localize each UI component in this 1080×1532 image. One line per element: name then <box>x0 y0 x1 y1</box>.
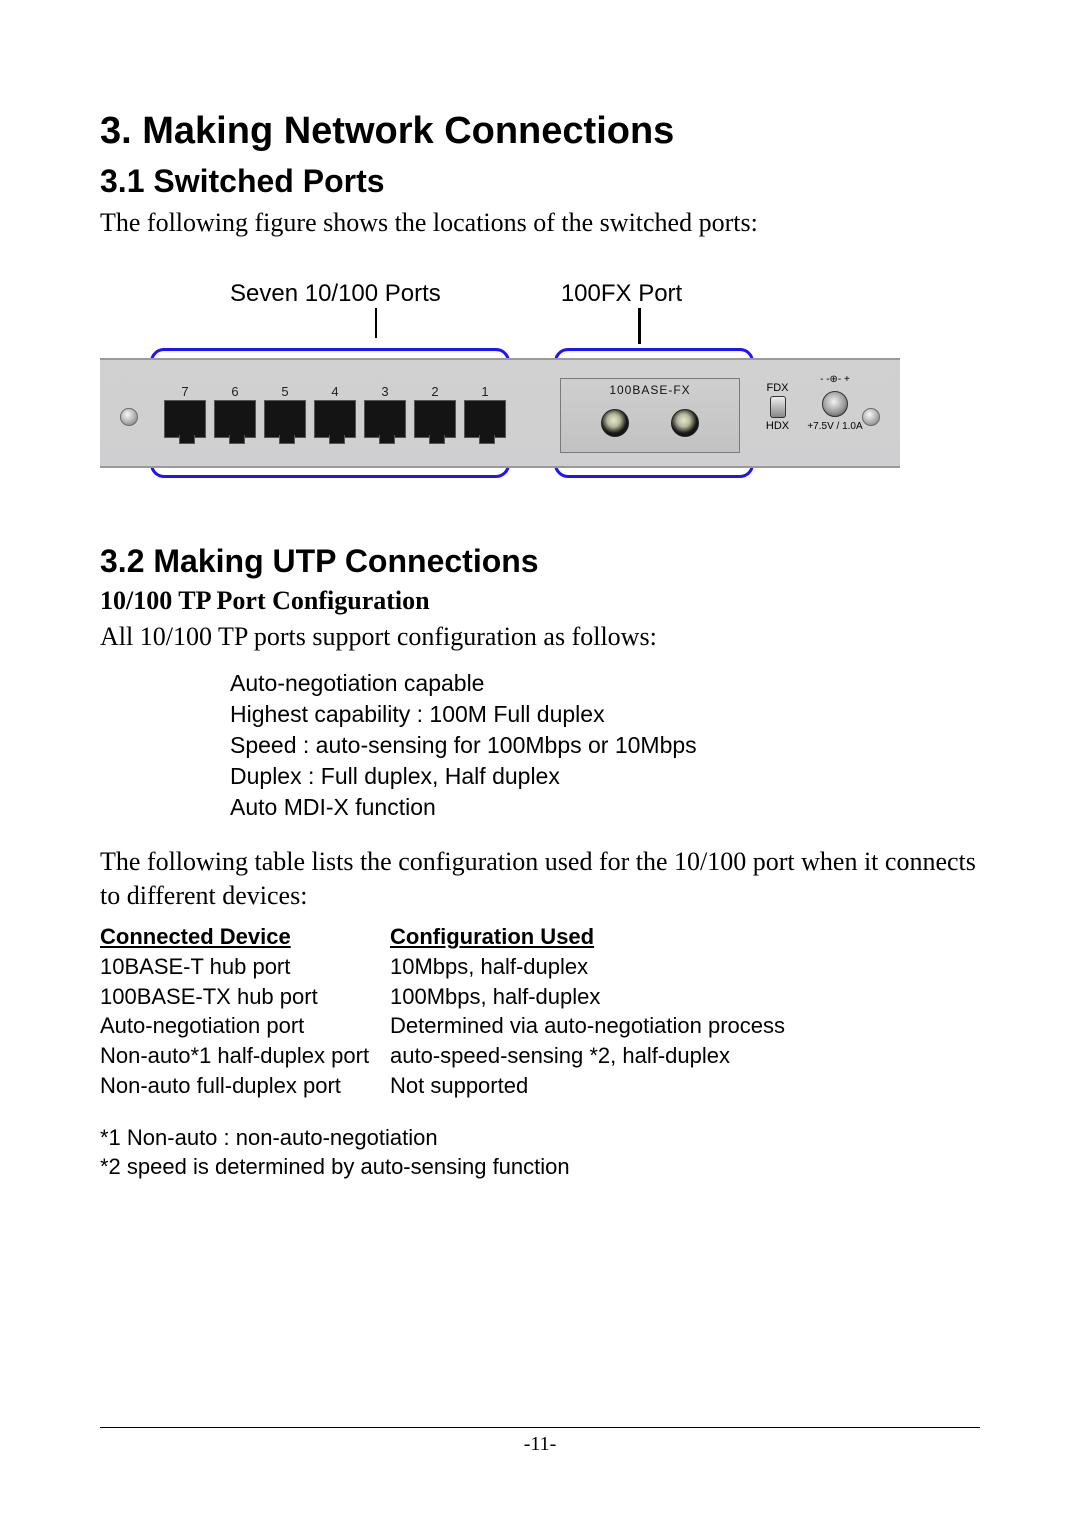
figure-label-right: 100FX Port <box>561 280 682 308</box>
dc-jack-icon <box>822 391 848 417</box>
ethernet-port: 7 <box>162 384 208 444</box>
ethernet-port: 6 <box>212 384 258 444</box>
config-table: Connected Device Configuration Used 10BA… <box>100 922 980 1100</box>
port-number-label: 2 <box>431 384 438 400</box>
table-cell-device: 10BASE-T hub port <box>100 952 390 982</box>
table-cell-device: Non-auto full-duplex port <box>100 1071 390 1101</box>
screw-icon <box>862 408 880 426</box>
footnote-line: *2 speed is determined by auto-sensing f… <box>100 1152 980 1182</box>
table-row: Non-auto*1 half-duplex portauto-speed-se… <box>100 1041 980 1071</box>
table-row: 100BASE-TX hub port100Mbps, half-duplex <box>100 982 980 1012</box>
ethernet-port: 4 <box>312 384 358 444</box>
table-row: Non-auto full-duplex portNot supported <box>100 1071 980 1101</box>
table-header-config: Configuration Used <box>390 922 980 952</box>
rj45-jack-icon <box>464 400 506 438</box>
figure-label-left: Seven 10/100 Ports <box>230 280 441 308</box>
label-fdx: FDX <box>750 382 805 394</box>
paragraph-2: All 10/100 TP ports support configuratio… <box>100 620 980 654</box>
config-list: Auto-negotiation capableHighest capabili… <box>230 668 980 823</box>
config-list-item: Auto MDI-X function <box>230 792 980 823</box>
port-number-label: 1 <box>481 384 488 400</box>
table-cell-device: Non-auto*1 half-duplex port <box>100 1041 390 1071</box>
table-cell-device: 100BASE-TX hub port <box>100 982 390 1012</box>
config-list-item: Speed : auto-sensing for 100Mbps or 10Mb… <box>230 730 980 761</box>
rj45-jack-icon <box>214 400 256 438</box>
table-cell-config: Determined via auto-negotiation process <box>390 1011 980 1041</box>
ethernet-port: 2 <box>412 384 458 444</box>
screw-icon <box>120 408 138 426</box>
table-cell-device: Auto-negotiation port <box>100 1011 390 1041</box>
port-number-label: 7 <box>181 384 188 400</box>
fiber-port-icon <box>671 409 699 437</box>
callout-lines <box>100 308 980 338</box>
heading-1: 3. Making Network Connections <box>100 110 980 153</box>
table-row: 10BASE-T hub port10Mbps, half-duplex <box>100 952 980 982</box>
heading-2-utp: 3.2 Making UTP Connections <box>100 543 980 580</box>
port-number-label: 4 <box>331 384 338 400</box>
footnotes: *1 Non-auto : non-auto-negotiation*2 spe… <box>100 1123 980 1182</box>
device-panel: 7 6 5 4 3 2 1 100BASE-FX FDX HDX - -⊕- + +7.5V… <box>100 358 900 468</box>
paragraph-3: The following table lists the configurat… <box>100 845 980 913</box>
table-cell-config: 100Mbps, half-duplex <box>390 982 980 1012</box>
page-content: 3. Making Network Connections 3.1 Switch… <box>100 110 980 1472</box>
ethernet-port: 5 <box>262 384 308 444</box>
config-list-item: Duplex : Full duplex, Half duplex <box>230 761 980 792</box>
ethernet-port: 3 <box>362 384 408 444</box>
fx-module-label: 100BASE-FX <box>561 383 739 397</box>
heading-3-port-config: 10/100 TP Port Configuration <box>100 586 980 616</box>
fx-module: 100BASE-FX <box>560 378 740 453</box>
figure-switch-ports: Seven 10/100 Ports 100FX Port 7 6 5 4 3 2 1 10… <box>100 280 980 488</box>
fiber-port-icon <box>601 409 629 437</box>
ethernet-port: 1 <box>462 384 508 444</box>
heading-2-switched-ports: 3.1 Switched Ports <box>100 163 980 200</box>
dc-rating-label: +7.5V / 1.0A <box>806 421 864 432</box>
port-number-label: 3 <box>381 384 388 400</box>
config-list-item: Auto-negotiation capable <box>230 668 980 699</box>
footer-rule <box>100 1427 980 1428</box>
port-number-label: 6 <box>231 384 238 400</box>
table-header-row: Connected Device Configuration Used <box>100 922 980 952</box>
table-row: Auto-negotiation portDetermined via auto… <box>100 1011 980 1041</box>
rj45-jack-icon <box>164 400 206 438</box>
table-cell-config: Not supported <box>390 1071 980 1101</box>
dc-polarity-label: - -⊕- + <box>806 374 864 385</box>
rj45-jack-icon <box>364 400 406 438</box>
config-list-item: Highest capability : 100M Full duplex <box>230 699 980 730</box>
footnote-line: *1 Non-auto : non-auto-negotiation <box>100 1123 980 1153</box>
device-layer: 7 6 5 4 3 2 1 100BASE-FX FDX HDX - -⊕- + +7.5V… <box>100 338 980 488</box>
table-cell-config: 10Mbps, half-duplex <box>390 952 980 982</box>
dc-jack-block: - -⊕- + +7.5V / 1.0A <box>806 374 864 432</box>
table-cell-config: auto-speed-sensing *2, half-duplex <box>390 1041 980 1071</box>
label-hdx: HDX <box>750 420 805 432</box>
port-number-label: 5 <box>281 384 288 400</box>
rj45-jack-icon <box>314 400 356 438</box>
rj45-jack-icon <box>414 400 456 438</box>
page-number: -11- <box>100 1433 980 1456</box>
ethernet-ports-group: 7 6 5 4 3 2 1 <box>162 384 508 444</box>
duplex-switch: FDX HDX <box>750 382 805 432</box>
rj45-jack-icon <box>264 400 306 438</box>
toggle-switch-icon <box>770 396 786 418</box>
table-header-device: Connected Device <box>100 922 390 952</box>
paragraph-1: The following figure shows the locations… <box>100 206 980 240</box>
